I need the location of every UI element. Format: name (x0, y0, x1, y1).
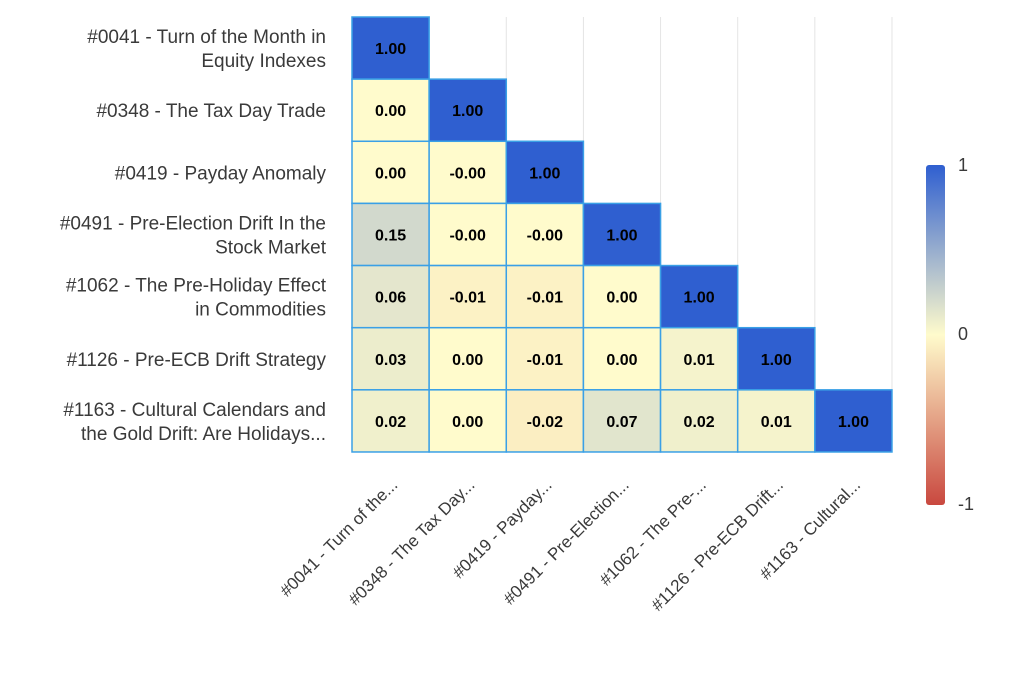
column-labels: #0041 - Turn of the...#0348 - The Tax Da… (276, 475, 864, 614)
cell-value-label: -0.00 (449, 227, 486, 244)
color-scale: 1 0 -1 (926, 155, 974, 514)
cell-value-label: 0.00 (375, 165, 406, 182)
row-labels: #0041 - Turn of the Month in Equity Index… (60, 27, 327, 445)
cell-value-label: 1.00 (838, 414, 869, 431)
cell-value-label: 0.00 (452, 414, 483, 431)
cell-value-label: 1.00 (606, 227, 637, 244)
row-label: #0491 - Pre-Election Drift In the Stock M… (60, 213, 327, 258)
cell-value-label: -0.01 (527, 352, 564, 369)
heatmap-cell[interactable] (351, 140, 430, 205)
color-scale-tick-label: -1 (958, 494, 974, 514)
heatmap-cell[interactable] (582, 264, 662, 329)
row-label: #1163 - Cultural Calendars and the Gold D… (63, 400, 326, 445)
color-scale-tick-label: 0 (958, 324, 968, 344)
heatmap-cell[interactable] (428, 78, 508, 143)
heatmap-cell[interactable] (351, 389, 430, 453)
color-scale-bar (926, 165, 945, 505)
heatmap-cell[interactable] (582, 202, 662, 267)
cell-value-label: 0.07 (606, 414, 637, 431)
cell-value-label: 0.15 (375, 227, 406, 244)
heatmap-cells: 1.00 0.00 1.00 0.00 -0.00 1.00 0.15 -0.00 -0.00 1… (351, 16, 893, 453)
cell-value-label: 0.00 (606, 290, 637, 307)
cell-value-label: 0.01 (761, 414, 792, 431)
cell-value-label: -0.00 (449, 165, 486, 182)
cell-value-label: -0.00 (527, 227, 564, 244)
row-label: #0348 - The Tax Day Trade (96, 101, 326, 122)
cell-value-label: 0.02 (375, 414, 406, 431)
heatmap-cell[interactable] (351, 264, 430, 329)
heatmap-cell[interactable] (736, 326, 816, 391)
color-scale-tick-label: 1 (958, 155, 968, 175)
cell-value-label: 0.00 (375, 103, 406, 120)
heatmap-cell[interactable] (428, 140, 508, 205)
cell-value-label: -0.02 (527, 414, 564, 431)
heatmap-cell[interactable] (582, 326, 662, 391)
cell-value-label: 0.01 (684, 352, 715, 369)
cell-value-label: 0.00 (606, 352, 637, 369)
cell-value-label: 1.00 (761, 352, 792, 369)
row-label: #1126 - Pre-ECB Drift Strategy (67, 350, 327, 371)
heatmap-cell[interactable] (814, 389, 893, 453)
row-label: #1062 - The Pre-Holiday Effect in Commodi… (66, 276, 327, 321)
heatmap-cell[interactable] (428, 389, 508, 453)
column-label: #1126 - Pre-ECB Drift... (648, 475, 787, 614)
cell-value-label: 1.00 (452, 103, 483, 120)
cell-value-label: 0.06 (375, 290, 406, 307)
cell-value-label: 0.02 (684, 414, 715, 431)
heatmap-cell[interactable] (505, 389, 585, 453)
row-label: #0041 - Turn of the Month in Equity Index… (87, 27, 326, 72)
column-label: #0348 - The Tax Day... (345, 475, 479, 609)
cell-value-label: 0.03 (375, 352, 406, 369)
heatmap-cell[interactable] (505, 140, 585, 205)
heatmap-cell[interactable] (351, 326, 430, 391)
heatmap-cell[interactable] (428, 326, 508, 391)
cell-value-label: 1.00 (529, 165, 560, 182)
cell-value-label: 0.00 (452, 352, 483, 369)
row-label: #0419 - Payday Anomaly (115, 163, 327, 184)
heatmap-cell[interactable] (505, 264, 585, 329)
cell-value-label: -0.01 (449, 290, 486, 307)
heatmap-cell[interactable] (659, 389, 739, 453)
cell-value-label: 1.00 (375, 41, 406, 58)
cell-value-label: 1.00 (684, 290, 715, 307)
heatmap-cell[interactable] (659, 264, 739, 329)
column-label: #0491 - Pre-Election... (500, 475, 633, 608)
cell-value-label: -0.01 (527, 290, 564, 307)
heatmap-cell[interactable] (582, 389, 662, 453)
heatmap-cell[interactable] (351, 78, 430, 143)
